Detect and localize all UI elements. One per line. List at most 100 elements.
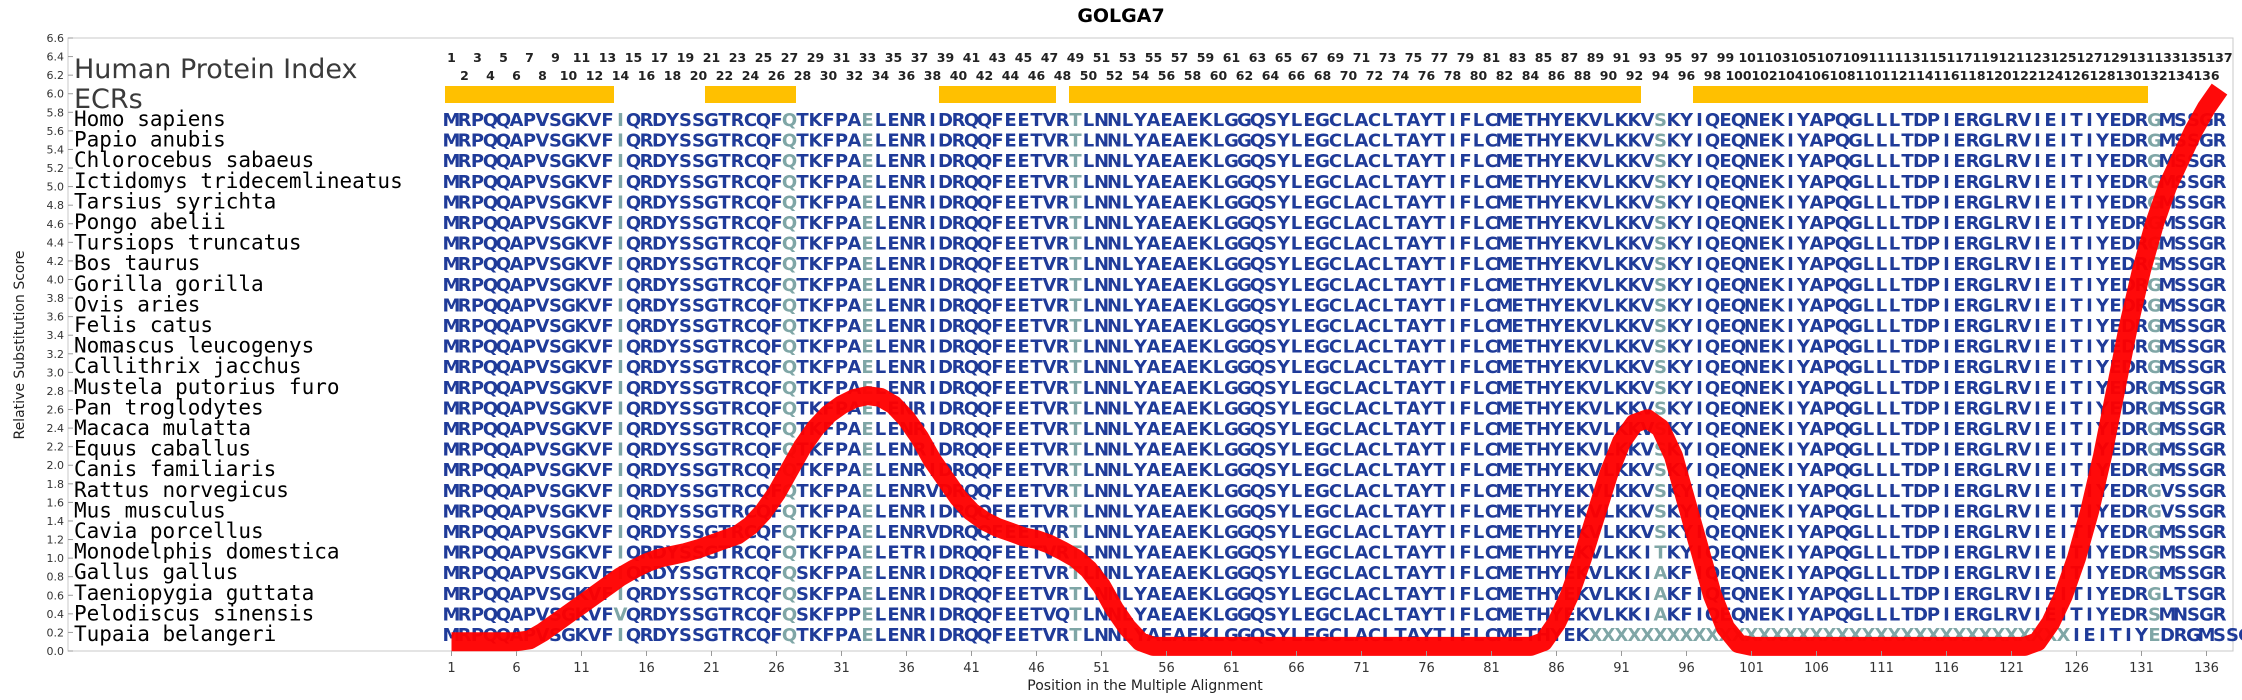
- residue: L: [1876, 543, 1887, 564]
- residue: K: [1771, 481, 1786, 502]
- protein-index-110: 110: [1855, 68, 1881, 83]
- residue: D: [938, 625, 953, 646]
- residue: Y: [665, 378, 680, 399]
- residue: L: [875, 337, 886, 358]
- residue: L: [1122, 563, 1133, 584]
- residue: M: [1496, 213, 1514, 234]
- residue: I: [2086, 398, 2093, 419]
- residue: G: [2199, 460, 2214, 481]
- residue: E: [1953, 213, 1965, 234]
- residue: T: [1524, 151, 1537, 172]
- residue: N: [899, 213, 914, 234]
- residue: Q: [496, 481, 511, 502]
- residue: N: [899, 440, 914, 461]
- residue: K: [1576, 316, 1591, 337]
- residue: S: [1264, 440, 1277, 461]
- residue: Q: [483, 254, 498, 275]
- residue: Y: [1796, 213, 1811, 234]
- residue: V: [588, 337, 602, 358]
- residue: E: [1719, 378, 1731, 399]
- residue: N: [1107, 295, 1122, 316]
- residue: I: [1449, 192, 1456, 213]
- residue: E: [1303, 563, 1315, 584]
- residue: E: [1758, 563, 1770, 584]
- residue: N: [1094, 543, 1109, 564]
- residue: T: [796, 337, 809, 358]
- residue: E: [2044, 213, 2056, 234]
- sequence-row: MRPQQAPVSGKVF I QRDYSSGTRCQFQTKFPAELENR I DR…: [443, 337, 2227, 358]
- protein-index-123: 123: [2024, 50, 2050, 65]
- residue: S: [692, 172, 705, 193]
- residue: R: [458, 378, 472, 399]
- residue: N: [1107, 460, 1122, 481]
- residue: E: [2109, 234, 2121, 255]
- residue: M: [2159, 357, 2177, 378]
- residue: S: [1654, 501, 1667, 522]
- residue: E: [1758, 295, 1770, 316]
- residue: T: [1394, 131, 1407, 152]
- residue: E: [1186, 604, 1198, 625]
- residue: C: [744, 543, 757, 564]
- residue: L: [1993, 501, 2004, 522]
- residue: R: [913, 625, 927, 646]
- residue: C: [744, 316, 757, 337]
- residue: I: [1787, 192, 1794, 213]
- residue: Y: [1679, 254, 1694, 275]
- protein-index-92: 92: [1626, 68, 1643, 83]
- residue: V: [614, 604, 628, 625]
- residue: K: [1615, 398, 1630, 419]
- residue: L: [875, 460, 886, 481]
- residue: L: [1122, 460, 1133, 481]
- residue: G: [561, 501, 576, 522]
- residue: X: [1641, 625, 1655, 646]
- residue: E: [1758, 192, 1770, 213]
- residue: A: [1810, 378, 1824, 399]
- species-name: Tarsius syrichta: [74, 189, 276, 213]
- residue: Y: [1549, 295, 1564, 316]
- residue: Q: [626, 378, 641, 399]
- residue: K: [1576, 131, 1591, 152]
- protein-index-68: 68: [1314, 68, 1331, 83]
- residue: P: [523, 275, 536, 296]
- residue: R: [952, 192, 966, 213]
- residue: A: [1147, 563, 1161, 584]
- residue: R: [913, 563, 927, 584]
- residue: G: [1978, 398, 1993, 419]
- residue: V: [1043, 481, 1057, 502]
- y-tick-label: 4.0: [47, 273, 65, 286]
- residue: R: [731, 172, 745, 193]
- residue: V: [588, 295, 602, 316]
- residue: L: [1291, 398, 1302, 419]
- residue: S: [692, 151, 705, 172]
- residue: K: [809, 131, 824, 152]
- residue: I: [617, 192, 624, 213]
- residue: G: [1315, 584, 1330, 605]
- species-name: Equus caballus: [74, 437, 251, 461]
- residue: G: [704, 254, 719, 275]
- residue: F: [601, 604, 613, 625]
- residue: Y: [1419, 131, 1434, 152]
- residue: E: [1719, 254, 1731, 275]
- residue: S: [2174, 337, 2187, 358]
- residue: L: [1863, 378, 1874, 399]
- residue: Y: [1133, 378, 1148, 399]
- residue: A: [1407, 563, 1421, 584]
- residue: E: [2044, 378, 2056, 399]
- residue: Y: [1276, 584, 1291, 605]
- species-name: Gallus gallus: [74, 560, 238, 584]
- residue: Y: [1796, 543, 1811, 564]
- residue: L: [1603, 584, 1614, 605]
- residue: I: [2034, 543, 2041, 564]
- residue: A: [1407, 543, 1421, 564]
- residue: V: [2018, 295, 2032, 316]
- residue: G: [561, 625, 576, 646]
- residue: F: [601, 501, 613, 522]
- residue: E: [1004, 501, 1016, 522]
- residue: C: [1329, 378, 1342, 399]
- residue: E: [1758, 584, 1770, 605]
- residue: F: [822, 563, 834, 584]
- residue: D: [1913, 419, 1928, 440]
- residue: N: [1744, 295, 1759, 316]
- residue: Y: [1276, 460, 1291, 481]
- residue: Q: [1835, 460, 1850, 481]
